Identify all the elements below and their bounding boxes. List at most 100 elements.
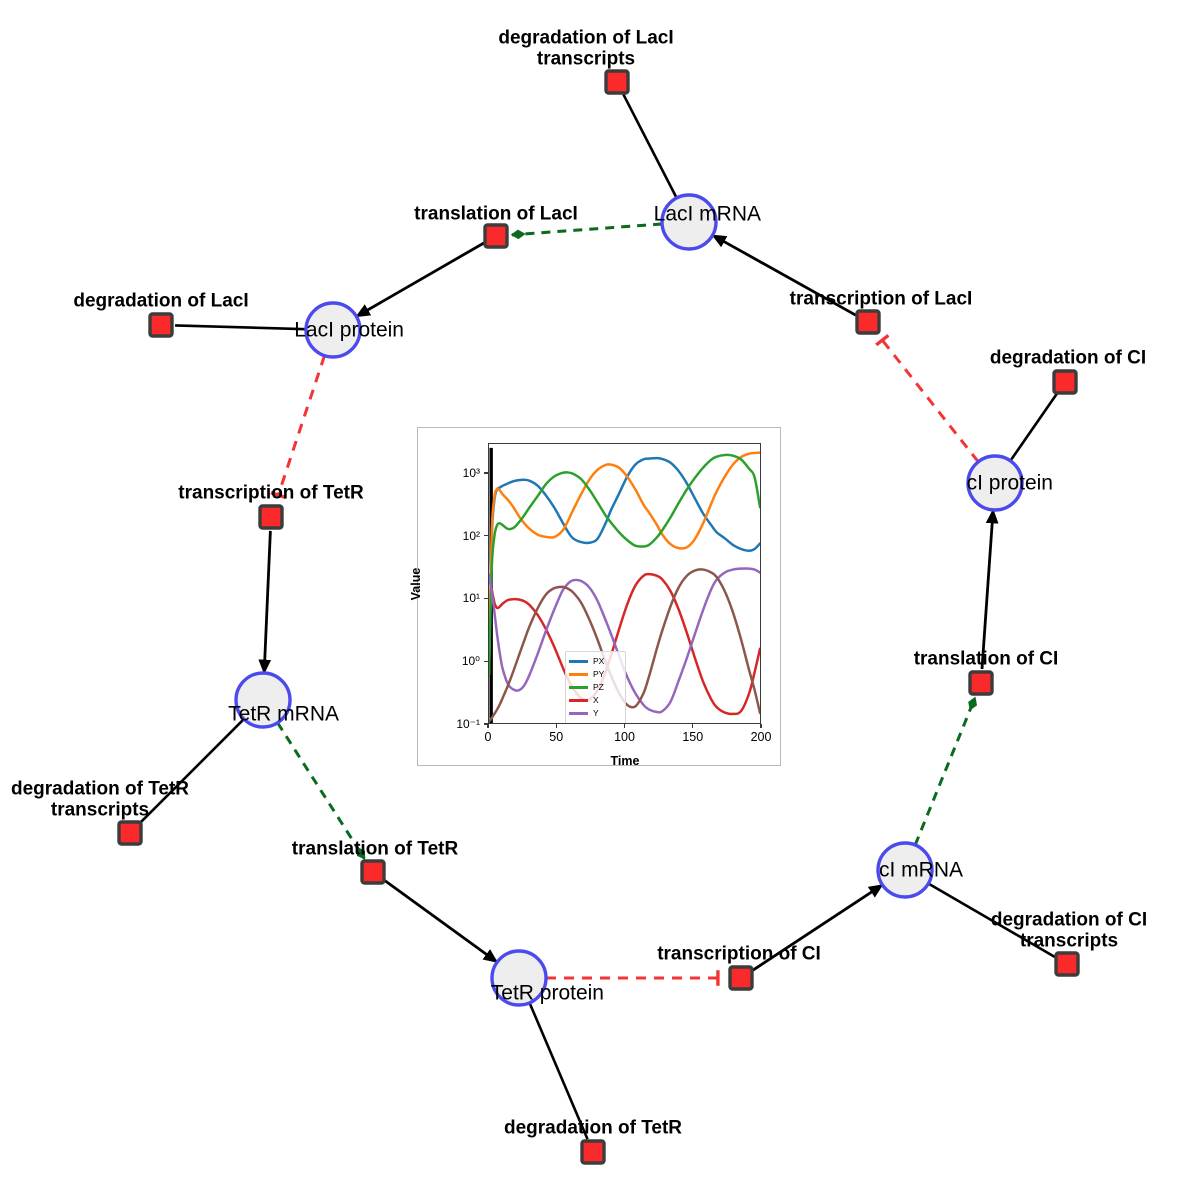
edge-plain [528, 1002, 589, 1140]
plot-xtick-mark-3 [692, 724, 694, 728]
legend-item-Y: Y [569, 707, 621, 720]
plot-xtick-3: 150 [682, 730, 704, 744]
plot-x-axis-label: Time [610, 754, 640, 768]
reaction-label-translation_ci: translation of CI [913, 648, 1059, 670]
reaction-label-transcription_laci: transcription of LacI [789, 288, 973, 310]
reaction-node-deg_tetr[interactable] [580, 1139, 606, 1165]
reaction-label-translation_tetr: translation of TetR [291, 838, 459, 860]
plot-xtick-mark-0 [487, 724, 489, 728]
edge-plain [1009, 392, 1059, 462]
reaction-node-deg_ci[interactable] [1052, 369, 1078, 395]
reaction-node-transcription_laci[interactable] [855, 309, 881, 335]
plot-legend: PX PY PZ XY Z [565, 651, 626, 723]
reaction-label-transcription_ci: transcription of CI [657, 943, 821, 965]
plot-ytick-mark-3 [484, 535, 488, 537]
legend-item-PX: PX [569, 655, 621, 668]
plot-ytick-mark-2 [484, 597, 488, 600]
plot-series-PZ [489, 453, 760, 676]
legend-label-Z: Z [593, 722, 598, 723]
plot-xtick-mark-1 [555, 724, 557, 728]
plot-ytick-0: 10⁻¹ [456, 717, 480, 731]
reaction-node-translation_ci[interactable] [968, 670, 994, 696]
legend-label-X: X [593, 695, 599, 706]
species-label-tetr_protein: TetR protein [490, 981, 604, 1005]
edge-product [711, 233, 857, 317]
reaction-node-deg_laci_transcripts[interactable] [604, 69, 630, 95]
plot-series-PY [489, 451, 760, 676]
plot-ytick-mark-1 [484, 660, 488, 662]
species-label-laci_protein: LacI protein [294, 318, 404, 342]
plot-series-Y [489, 567, 760, 714]
plot-y-axis-label: Value [409, 567, 423, 601]
edge-modifier [510, 222, 663, 240]
species-node-ci_protein[interactable] [966, 454, 1024, 512]
edge-product [751, 883, 884, 972]
reaction-node-transcription_tetr[interactable] [258, 504, 284, 530]
edge-product [980, 508, 999, 670]
species-label-laci_mrna: LacI mRNA [653, 202, 761, 226]
plot-ytick-mark-4 [484, 472, 488, 474]
species-node-ci_mrna[interactable] [876, 841, 934, 899]
legend-item-X: X [569, 694, 621, 707]
species-node-tetr_protein[interactable] [490, 949, 548, 1007]
legend-swatch-PZ [569, 686, 588, 689]
reaction-label-deg_ci_transcripts: degradation of CI transcripts [990, 909, 1148, 952]
plot-area: PX PY PZ XY Z [488, 443, 761, 724]
edge-inhibition [270, 355, 326, 500]
reaction-label-deg_tetr: degradation of TetR [503, 1117, 683, 1139]
legend-label-PY: PY [593, 669, 605, 680]
legend-swatch-PX [569, 660, 588, 663]
plot-xtick-mark-2 [623, 724, 626, 728]
edge-plain [138, 718, 245, 825]
reaction-node-deg_tetr_transcripts[interactable] [117, 820, 143, 846]
reaction-node-deg_laci[interactable] [148, 312, 174, 338]
reaction-label-deg_laci: degradation of LacI [73, 290, 249, 312]
reaction-label-deg_ci: degradation of CI [989, 347, 1147, 369]
edge-product [258, 530, 272, 675]
legend-label-Y: Y [593, 708, 599, 719]
plot-ytick-mark-0 [484, 723, 488, 725]
legend-swatch-PY [569, 673, 588, 676]
reaction-label-deg_tetr_transcripts: degradation of TetR transcripts [10, 778, 190, 821]
legend-label-PX: PX [593, 656, 605, 667]
species-node-tetr_mrna[interactable] [234, 671, 292, 729]
plot-ytick-3: 10² [462, 528, 480, 543]
species-label-ci_mrna: cI mRNA [879, 858, 963, 882]
plot-xtick-0: 0 [484, 730, 492, 744]
legend-swatch-Y [569, 712, 588, 715]
reaction-label-deg_laci_transcripts: degradation of LacI transcripts [498, 27, 674, 70]
species-label-ci_protein: cI protein [966, 471, 1053, 495]
reaction-node-transcription_ci[interactable] [728, 965, 754, 991]
species-node-laci_protein[interactable] [304, 301, 362, 359]
plot-ytick-4: 10³ [462, 465, 480, 480]
node-group [117, 69, 1080, 1165]
reaction-node-deg_ci_transcripts[interactable] [1054, 951, 1080, 977]
legend-item-PY: PY [569, 668, 621, 681]
species-label-tetr_mrna: TetR mRNA [228, 702, 339, 726]
edge-modifier [276, 721, 366, 860]
plot-ytick-1: 10⁰ [461, 654, 480, 669]
edge-inhibition [875, 333, 980, 463]
edge-product [383, 879, 499, 964]
legend-item-PZ: PZ [569, 681, 621, 694]
species-node-laci_mrna[interactable] [660, 193, 718, 251]
edge-group [138, 93, 1059, 1140]
plot-xtick-2: 100 [614, 730, 635, 744]
edge-modifier [913, 696, 978, 846]
plot-ytick-2: 10¹ [462, 591, 480, 606]
plot-series-PX [489, 456, 760, 676]
plot-xtick-4: 200 [750, 730, 772, 744]
reaction-label-transcription_tetr: transcription of TetR [178, 482, 364, 504]
legend-label-PZ: PZ [593, 682, 604, 693]
edge-plain [927, 882, 1056, 959]
reaction-node-translation_laci[interactable] [483, 223, 509, 249]
reaction-node-translation_tetr[interactable] [360, 859, 386, 885]
simulation-plot-inset: Value Time 10⁻¹ 10⁰ 10¹ 10² 10³ 0 50 100 150 200… [409, 427, 781, 768]
edge-product [355, 241, 485, 318]
legend-item-Z: Z [569, 720, 621, 723]
reaction-label-translation_laci: translation of LacI [414, 203, 578, 225]
legend-swatch-X [569, 699, 588, 702]
plot-xtick-mark-4 [760, 724, 762, 728]
